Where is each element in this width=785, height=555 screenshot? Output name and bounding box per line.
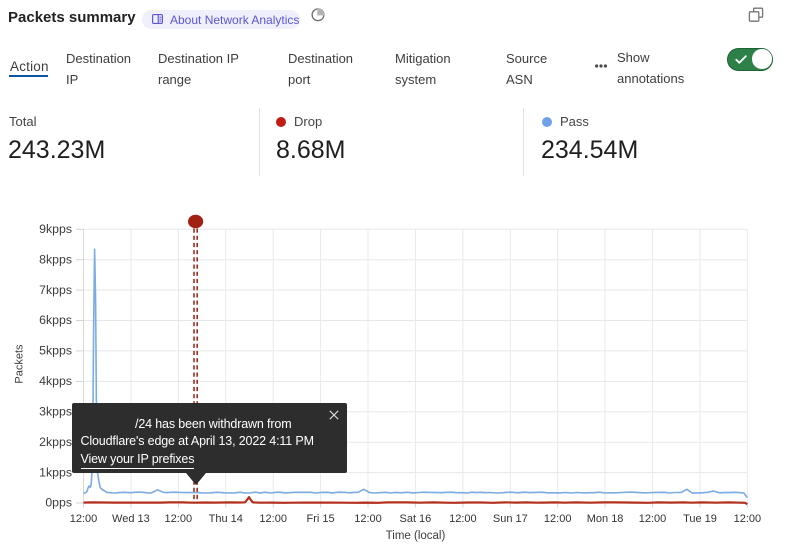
svg-text:6kpps: 6kpps <box>39 313 72 327</box>
svg-text:Time (local): Time (local) <box>386 530 446 542</box>
svg-text:Thu 14: Thu 14 <box>209 513 243 525</box>
svg-text:12:00: 12:00 <box>354 513 382 525</box>
svg-text:Packets: Packets <box>14 344 26 384</box>
svg-text:0pps: 0pps <box>45 496 72 510</box>
svg-text:9kpps: 9kpps <box>39 222 72 236</box>
svg-text:Mon 18: Mon 18 <box>587 513 624 525</box>
svg-text:4kpps: 4kpps <box>39 374 72 388</box>
svg-text:5kpps: 5kpps <box>39 344 72 358</box>
svg-text:8kpps: 8kpps <box>39 252 72 266</box>
svg-text:12:00: 12:00 <box>639 513 667 525</box>
svg-text:12:00: 12:00 <box>734 513 762 525</box>
svg-text:12:00: 12:00 <box>544 513 572 525</box>
svg-text:Sun 17: Sun 17 <box>493 513 528 525</box>
svg-text:12:00: 12:00 <box>70 513 98 525</box>
svg-text:Wed 13: Wed 13 <box>112 513 150 525</box>
svg-text:7kpps: 7kpps <box>39 283 72 297</box>
svg-text:12:00: 12:00 <box>259 513 287 525</box>
svg-text:12:00: 12:00 <box>165 513 193 525</box>
svg-text:3kpps: 3kpps <box>39 405 72 419</box>
svg-text:1kpps: 1kpps <box>39 465 72 479</box>
svg-text:12:00: 12:00 <box>449 513 477 525</box>
svg-text:2kpps: 2kpps <box>39 435 72 449</box>
svg-text:Tue 19: Tue 19 <box>683 513 717 525</box>
svg-text:Fri 15: Fri 15 <box>307 513 335 525</box>
svg-text:Sat 16: Sat 16 <box>399 513 431 525</box>
